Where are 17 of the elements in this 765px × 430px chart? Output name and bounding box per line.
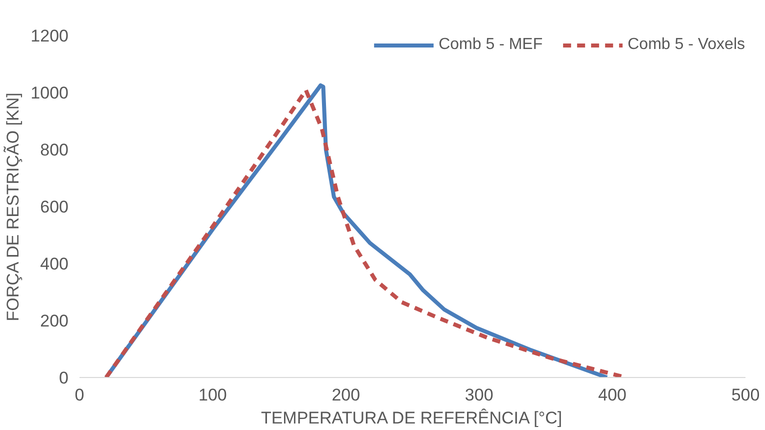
y-tick-label: 200: [40, 312, 69, 330]
x-tick-label: 0: [74, 386, 84, 404]
legend-label: Comb 5 - MEF: [438, 36, 543, 54]
y-tick-label: 800: [40, 140, 69, 160]
x-tick-label: 500: [731, 386, 760, 404]
legend-label: Comb 5 - Voxels: [628, 36, 745, 54]
x-axis-title: TEMPERATURA DE REFERÊNCIA [°C]: [260, 408, 562, 428]
y-tick-label: 0: [59, 368, 69, 388]
y-tick-label: 400: [40, 254, 69, 274]
y-axis-title: FORÇA DE RESTRIÇÃO [KN]: [4, 92, 23, 322]
x-tick-label: 400: [598, 386, 626, 404]
x-tick-label: 200: [332, 386, 360, 404]
y-tick-label: 1000: [30, 84, 69, 102]
y-tick-label: 600: [40, 198, 69, 216]
x-tick-label: 300: [464, 386, 494, 404]
x-tick-label: 100: [198, 386, 227, 404]
y-tick-label: 1200: [30, 26, 69, 46]
